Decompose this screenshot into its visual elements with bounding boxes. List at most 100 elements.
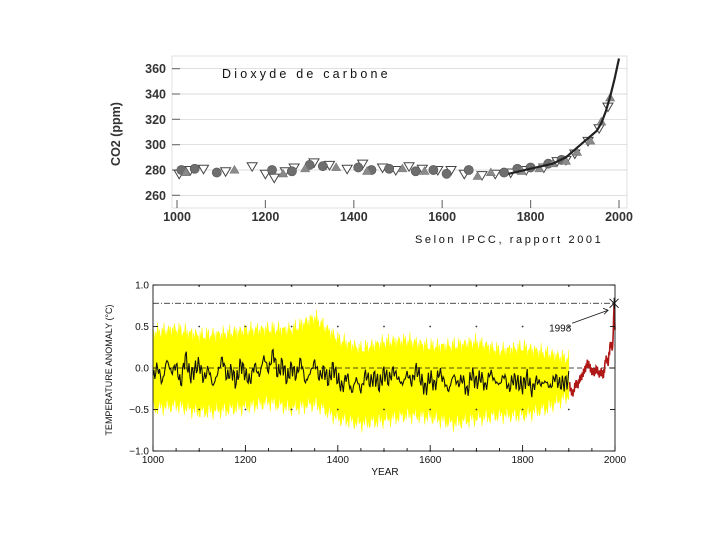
co2-triangle-up-point xyxy=(472,171,483,180)
grid-dot xyxy=(383,285,385,287)
co2-plot-area xyxy=(171,55,628,209)
co2-circle-point xyxy=(410,166,421,177)
co2-circle-point xyxy=(287,166,297,177)
grid-dot xyxy=(521,285,524,287)
record-annotation-arrow xyxy=(571,307,609,324)
co2-circle-point xyxy=(463,165,474,175)
temperature-x-tick-label: 2000 xyxy=(604,455,627,466)
grid-dot xyxy=(336,325,339,328)
co2-circle-point xyxy=(189,163,200,174)
record-annotation-label: 1998 xyxy=(549,323,572,334)
co2-triangle-down-point xyxy=(403,162,415,173)
co2-y-tick-labels: 260 280 300 320 340 360 xyxy=(145,62,166,203)
co2-chart: 260 280 300 320 340 360 1000 1200 1400 1600 1800 2… xyxy=(109,50,642,254)
uncertainty-band-area xyxy=(152,310,570,433)
temperature-axis-ticks xyxy=(152,284,616,452)
co2-triangle-up-point xyxy=(362,166,373,175)
grid-dot xyxy=(475,325,478,328)
co2-circle-point xyxy=(384,163,395,174)
grid-dot xyxy=(336,285,339,287)
temperature-x-tick-label: 1000 xyxy=(142,455,165,466)
co2-trend-line xyxy=(508,58,621,175)
co2-triangle-up-point xyxy=(585,135,596,145)
co2-x-tick-label: 1800 xyxy=(517,210,545,224)
grid-dot xyxy=(475,285,478,287)
co2-circle-point xyxy=(441,168,452,179)
co2-triangle-up-point xyxy=(571,147,583,156)
co2-triangle-up-point xyxy=(560,156,571,165)
temperature-x-axis-label: YEAR xyxy=(371,467,398,478)
record-marker-icon xyxy=(609,297,619,309)
co2-source-note: Selon IPCC, rapport 2001 xyxy=(415,234,603,246)
co2-y-tick-label: 340 xyxy=(145,88,166,102)
grid-dot xyxy=(475,408,478,411)
instrumental-line xyxy=(568,303,616,397)
co2-circle-point xyxy=(317,161,328,172)
grid-dot xyxy=(244,408,247,411)
co2-triangle-up-point xyxy=(419,166,430,175)
co2-y-tick-label: 300 xyxy=(145,138,166,152)
co2-x-tick-labels: 1000 1200 1400 1600 1800 2000 xyxy=(163,210,633,224)
co2-triangle-down-point xyxy=(219,167,232,178)
grid-dot xyxy=(198,325,201,328)
co2-x-tick-label: 1600 xyxy=(428,210,456,224)
co2-y-tick-label: 280 xyxy=(145,164,166,178)
co2-triangle-up-point xyxy=(300,163,311,173)
temperature-x-tick-label: 1400 xyxy=(327,455,350,466)
grid-dot xyxy=(429,325,432,328)
temperature-x-tick-labels: 1000 1200 1400 1600 1800 2000 xyxy=(142,455,627,466)
co2-circle-point xyxy=(267,165,277,175)
grid-dot xyxy=(244,325,247,328)
grid-dot xyxy=(290,285,293,287)
grid-dot xyxy=(567,285,570,287)
grid-dot xyxy=(383,325,385,328)
grid-dot xyxy=(521,325,524,328)
temperature-y-tick-label: 1.0 xyxy=(135,281,149,292)
grid-dot xyxy=(521,408,524,411)
record-annotation: 1998 xyxy=(549,297,619,334)
temperature-chart: −1.0 −0.5 0.0 0.5 1.0 1000 1200 1400 1600 1800 20… xyxy=(92,268,634,478)
grid-dot xyxy=(198,408,201,411)
co2-chart-title: Dioxyde de carbone xyxy=(222,67,391,81)
co2-x-tick-label: 1400 xyxy=(340,210,368,224)
co2-triangle-down-point xyxy=(246,162,259,173)
grid-dot xyxy=(336,408,339,411)
grid-dot xyxy=(383,408,385,411)
temperature-y-tick-label: 0.0 xyxy=(135,364,149,375)
temperature-y-tick-label: −0.5 xyxy=(129,405,149,416)
reconstruction-line xyxy=(152,348,570,398)
grid-dot xyxy=(429,285,432,287)
co2-data-points xyxy=(173,92,616,184)
co2-triangle-up-point xyxy=(229,164,240,174)
co2-x-tick-label: 1200 xyxy=(251,210,279,224)
grid-dot xyxy=(567,325,570,328)
co2-triangle-up-point xyxy=(331,162,342,171)
temperature-y-axis-label: TEMPERATURE ANOMALY (°C) xyxy=(104,304,114,435)
grid-dot xyxy=(567,408,570,411)
co2-y-tick-label: 360 xyxy=(145,62,166,76)
temperature-x-tick-label: 1800 xyxy=(511,455,534,466)
co2-y-tick-label: 260 xyxy=(145,189,166,203)
co2-triangle-up-point xyxy=(485,167,496,176)
co2-x-tick-label: 2000 xyxy=(605,210,633,224)
temperature-x-tick-label: 1200 xyxy=(234,455,257,466)
co2-triangle-up-point xyxy=(180,167,191,176)
co2-circle-point xyxy=(353,162,364,173)
co2-triangle-up-point xyxy=(278,168,289,178)
grid-dot xyxy=(290,408,293,411)
uncertainty-band xyxy=(152,310,570,433)
temperature-y-tick-label: −1.0 xyxy=(129,447,149,458)
co2-y-axis-label: CO2 (ppm) xyxy=(109,102,123,166)
co2-triangle-down-point xyxy=(197,164,210,175)
grid-dot xyxy=(290,325,293,328)
co2-circle-point xyxy=(428,165,439,175)
co2-triangle-down-point xyxy=(341,164,354,175)
co2-x-tick-label: 1000 xyxy=(163,210,191,224)
temperature-x-tick-label: 1600 xyxy=(419,455,442,466)
co2-y-tick-label: 320 xyxy=(145,113,166,127)
co2-circle-point xyxy=(211,167,222,178)
co2-circle-point xyxy=(499,167,509,178)
grid-dot xyxy=(198,285,201,287)
co2-triangle-up-point xyxy=(397,163,408,173)
